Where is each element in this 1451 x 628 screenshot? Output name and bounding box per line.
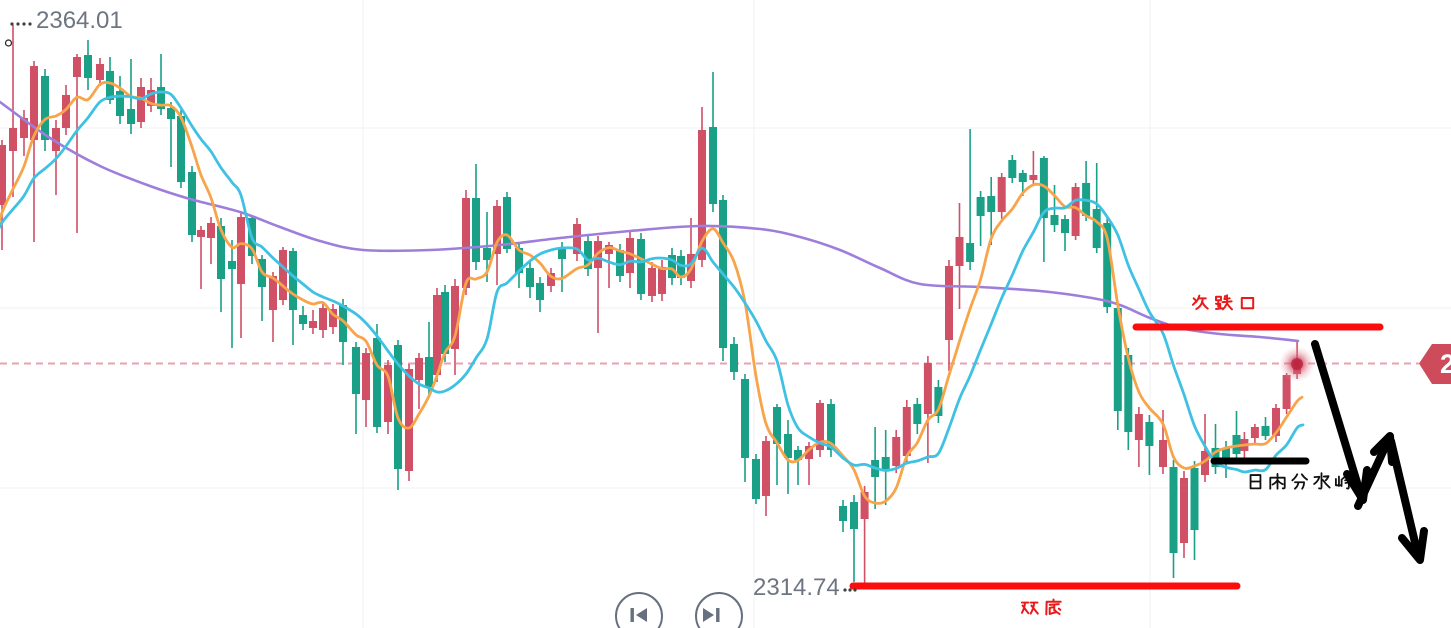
svg-text:23: 23 — [1440, 349, 1451, 379]
